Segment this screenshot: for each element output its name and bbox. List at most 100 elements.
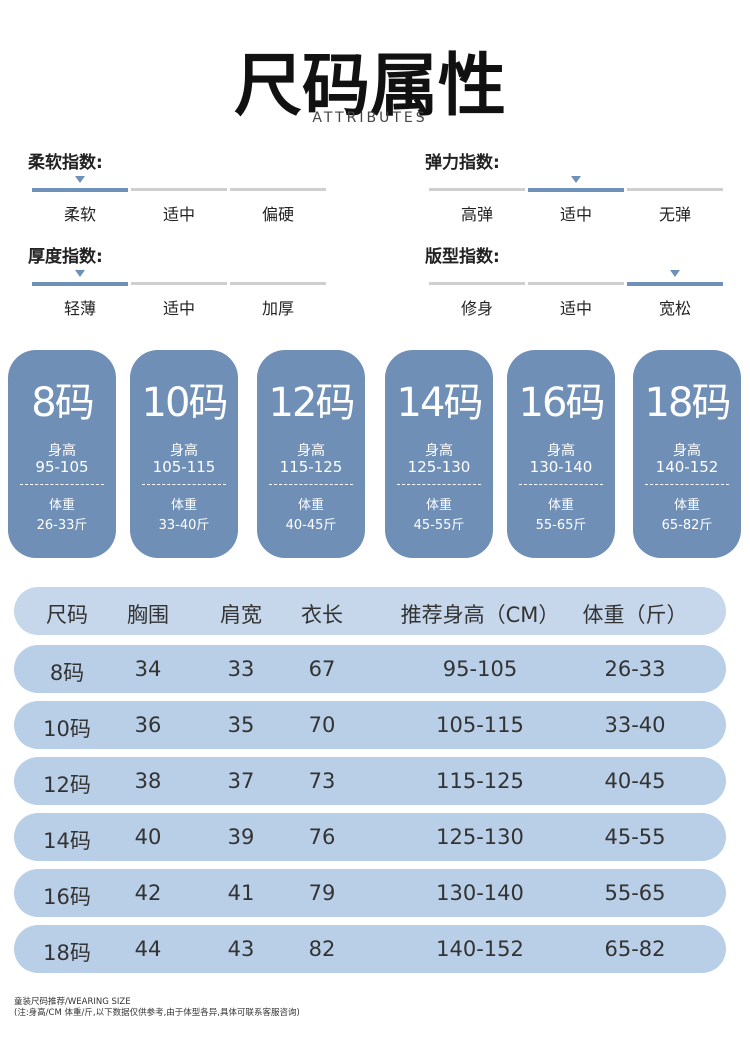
option-label: 高弹 [460,205,494,224]
card-divider [142,484,226,485]
card-weight-label: 体重 [547,498,575,513]
card-weight: 45-55斤 [413,518,465,533]
table-cell: 18码 [43,941,91,965]
option-bar [429,282,525,285]
table-cell: 34 [134,657,162,681]
table-cell: 8码 [49,661,85,685]
footer-note: (注:身高/CM 体重/斤,以下数据仅供参考,由于体型各异,具体可联系客服咨询) [14,1008,300,1018]
table-cell: 42 [134,881,162,905]
option-label: 轻薄 [63,299,97,318]
title: 尺码属性 [233,47,507,126]
table-cell: 76 [308,825,336,849]
card-height-label: 身高 [547,443,575,459]
option-label: 柔软 [63,205,97,224]
table-cell: 115-125 [436,769,524,793]
card-divider [645,484,729,485]
table-cell: 79 [308,881,336,905]
table-cell: 衣长 [301,603,343,627]
size-card [507,350,615,558]
table-cell: 胸围 [127,603,169,627]
table-cell: 33-40 [604,713,666,737]
selected-arrow [670,270,680,277]
card-height-label: 身高 [425,443,453,459]
card-weight-label: 体重 [48,498,76,513]
option-label: 加厚 [261,299,295,318]
option-bar [528,188,624,192]
size-card [257,350,365,558]
table-cell: 55-65 [604,881,666,905]
card-divider [397,484,481,485]
option-bar [627,188,723,191]
card-divider [20,484,104,485]
option-bar [429,188,525,191]
table-cell: 38 [134,769,162,793]
attribute-label: 柔软指数: [28,153,103,173]
option-bar [627,282,723,286]
option-label: 修身 [460,299,494,318]
table-row [14,701,726,749]
card-weight-label: 体重 [425,498,453,513]
option-label: 偏硬 [261,205,295,224]
size-card [385,350,493,558]
table-cell: 推荐身高（CM） [400,603,560,627]
table-cell: 43 [227,937,255,961]
table-cell: 39 [227,825,255,849]
table-cell: 40 [134,825,162,849]
table-cell: 16码 [43,885,91,909]
table-cell: 105-115 [436,713,524,737]
table-cell: 12码 [43,773,91,797]
table-cell: 40-45 [604,769,666,793]
card-height: 130-140 [529,458,593,476]
card-weight-label: 体重 [170,498,198,513]
selected-arrow [75,176,85,183]
option-bar [131,282,227,285]
table-cell: 36 [134,713,162,737]
card-weight: 26-33斤 [36,518,88,533]
subtitle: ATTRIBUTES [312,110,428,126]
table-row [14,869,726,917]
option-label: 适中 [559,205,593,224]
table-row [14,925,726,973]
card-size: 18码 [644,380,732,426]
table-cell: 82 [308,937,336,961]
option-label: 无弹 [658,205,692,224]
card-weight: 65-82斤 [661,518,713,533]
table-cell: 14码 [43,829,91,853]
card-height: 125-130 [407,458,471,476]
card-height: 95-105 [35,458,89,476]
table-cell: 肩宽 [220,603,262,627]
card-weight: 40-45斤 [285,518,337,533]
table-cell: 130-140 [436,881,524,905]
table-cell: 26-33 [604,657,666,681]
table-cell: 65-82 [604,937,666,961]
table-cell: 125-130 [436,825,524,849]
option-bar [230,188,326,191]
card-weight: 33-40斤 [158,518,210,533]
size-card [8,350,116,558]
table-cell: 35 [227,713,255,737]
size-card [633,350,741,558]
table-cell: 73 [308,769,336,793]
card-size: 16码 [518,380,606,426]
table-cell: 37 [227,769,255,793]
card-height: 115-125 [279,458,343,476]
card-height-label: 身高 [673,443,701,459]
table-header-row [14,587,726,635]
card-divider [269,484,353,485]
table-cell: 10码 [43,717,91,741]
selected-arrow [75,270,85,277]
card-size: 10码 [141,380,229,426]
card-height-label: 身高 [170,443,198,459]
card-height-label: 身高 [48,443,76,459]
option-bar [230,282,326,285]
card-size: 14码 [396,380,484,426]
card-divider [519,484,603,485]
card-size: 12码 [268,380,356,426]
card-size: 8码 [31,380,94,426]
table-row [14,813,726,861]
table-cell: 尺码 [46,603,88,627]
table-row [14,645,726,693]
card-height-label: 身高 [297,443,325,459]
option-label: 适中 [162,299,196,318]
